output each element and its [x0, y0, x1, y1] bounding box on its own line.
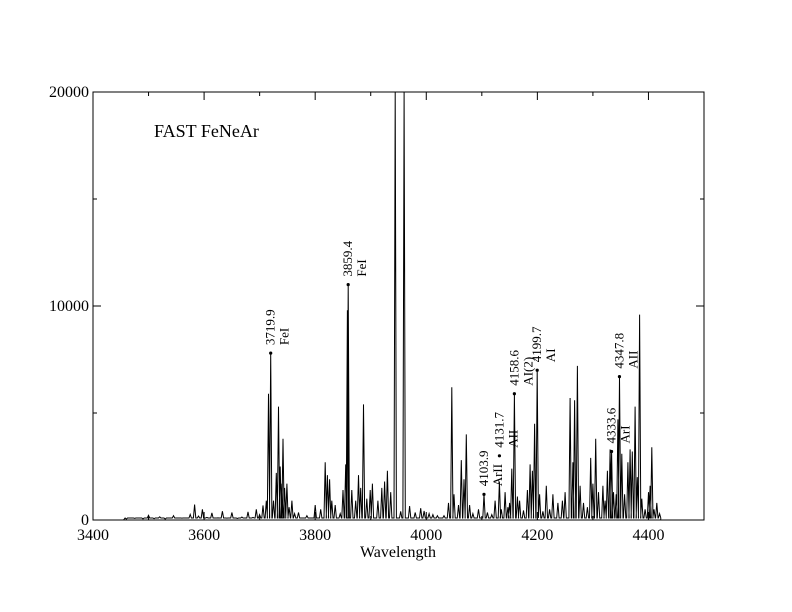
x-tick-label: 4200 [521, 527, 553, 544]
y-tick-label: 10000 [49, 298, 89, 315]
annotation-marker [497, 454, 502, 458]
annotation-marker [617, 375, 622, 379]
plot-frame [92, 91, 705, 521]
annotation-label: 4103.9 ArII [476, 451, 505, 487]
chart-title: FAST FeNeAr [154, 121, 259, 141]
annotation-ion: AII [626, 351, 641, 369]
annotation-label: 3719.9 FeI [263, 309, 292, 345]
annotation-wavelength: 4103.9 [476, 451, 491, 487]
annotation-ion: FeI [277, 328, 292, 345]
annotation-wavelength: 3859.4 [340, 240, 355, 276]
spectrum-layer [123, 91, 662, 521]
x-tick-label: 4000 [410, 527, 442, 544]
annotation-ion: AII [505, 430, 520, 448]
annotation-label: 4347.8 AII [612, 333, 641, 369]
annotation-label: 4131.7 AII [491, 412, 520, 448]
annotation-label: 4333.6 ArI [604, 407, 633, 443]
annotation-marker [269, 351, 273, 355]
annotation-wavelength: 4347.8 [612, 333, 627, 369]
annotation-marker [609, 449, 614, 454]
annotation-label: 4199.7 AI [529, 326, 558, 362]
y-tick-label: 20000 [49, 84, 89, 101]
annotation-marker [482, 492, 486, 496]
x-axis-label: Wavelength [360, 544, 436, 561]
x-tick-label: 3400 [77, 527, 109, 544]
y-tick-label: 0 [81, 512, 89, 529]
x-tick-label: 3800 [299, 527, 331, 544]
annotation-marker [512, 392, 516, 396]
annotation-wavelength: 4199.7 [529, 326, 544, 362]
x-tick-label: 4400 [632, 527, 664, 544]
annotation-wavelength: 4131.7 [491, 412, 506, 448]
ticks-layer: 3400 3600 3800 4000 4200 4400 0 10000 20000 [49, 84, 704, 544]
annotation-ion: AI(2) [520, 357, 535, 386]
annotation-marker [346, 283, 350, 287]
x-tick-label: 3600 [188, 527, 220, 544]
annotation-ion: ArI [618, 425, 633, 443]
annotation-ion: FeI [354, 259, 369, 276]
annotation-label: 4158.6 AI(2) [506, 349, 535, 385]
annotation-wavelength: 3719.9 [263, 309, 278, 345]
annotation-wavelength: 4333.6 [604, 407, 619, 443]
annotation-label: 3859.4 FeI [340, 240, 369, 276]
annotation-marker [535, 368, 539, 372]
annotation-wavelength: 4158.6 [506, 349, 521, 385]
annotation-ion: AI [543, 348, 558, 362]
annotation-ion: ArII [490, 464, 505, 486]
spectrum-line [123, 91, 662, 521]
